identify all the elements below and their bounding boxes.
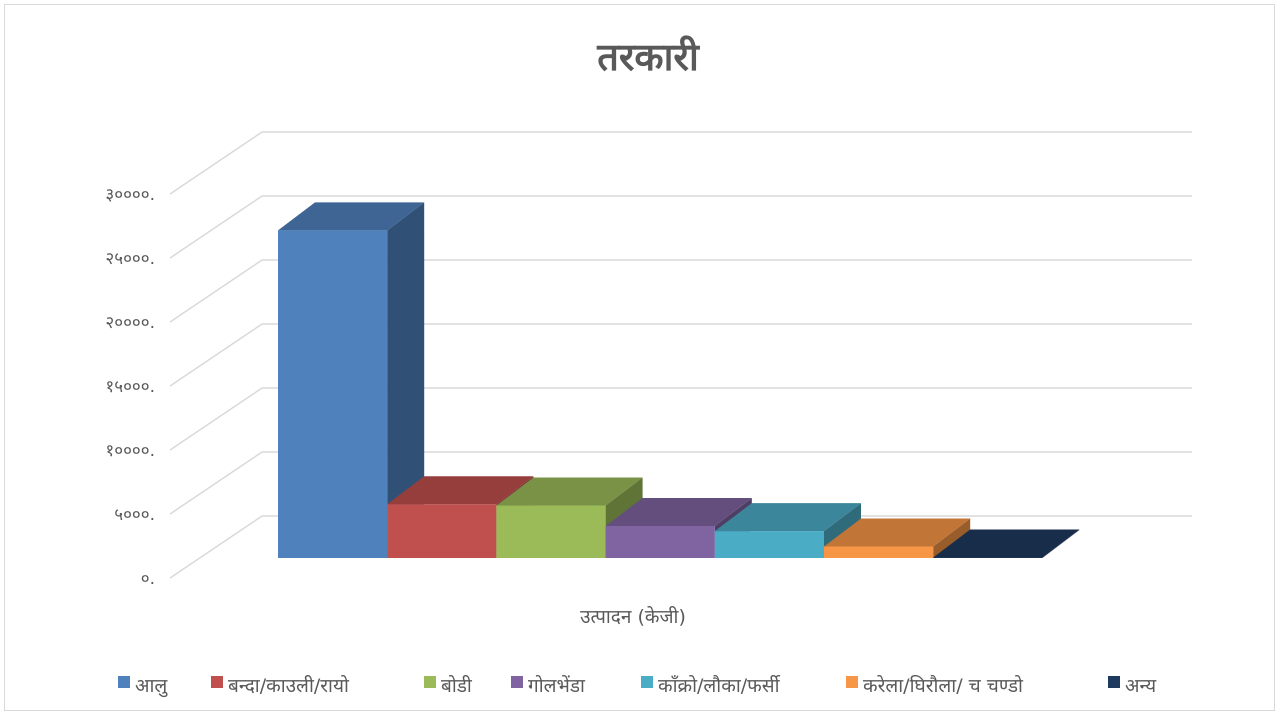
gridline-diagonal [170,196,262,258]
legend-item: बोडी [424,674,473,697]
bar-front [824,546,933,558]
legend-item: आलु [118,675,168,698]
legend-swatch [424,676,436,688]
gridline-diagonal [170,132,262,194]
legend-item: काँक्रो/लौका/फर्सी [641,674,781,697]
y-tick-label: ५०००. [114,505,155,525]
gridline-diagonal [170,324,262,386]
y-tick-label: ०. [141,569,155,589]
legend-label: बोडी [441,674,473,697]
y-tick-label: २५०००. [105,249,155,269]
bar-front [715,531,824,558]
y-tick-label: १००००. [105,441,155,461]
legend-swatch [211,676,223,688]
bar-front [278,230,387,558]
gridline-diagonal [170,260,262,322]
y-tick-label: ३००००. [105,185,155,205]
gridline-diagonal [170,516,262,578]
legend-label: करेला/घिरौला/ च चण्डो [863,674,1024,697]
y-tick-label: १५०००. [105,377,155,397]
legend-swatch [1108,676,1120,688]
legend-label: काँक्रो/लौका/फर्सी [658,674,781,697]
y-axis-ticks: ०. ५०००. १००००. १५०००. २००००. २५०००. ३००००. [105,185,155,589]
legend-label: गोलभेंडा [528,674,586,697]
x-axis-label: उत्पादन (केजी) [580,605,686,628]
bar-front [933,558,1042,559]
legend-item: अन्य [1108,675,1157,697]
legend-item: करेला/घिरौला/ च चण्डो [846,674,1024,697]
chart-title: तरकारी [596,35,700,79]
legend-label: अन्य [1125,675,1157,697]
y-tick-label: २००००. [105,313,155,333]
gridline-diagonal [170,452,262,514]
bar-front [387,504,496,558]
legend-swatch [641,676,653,688]
bar-front [496,506,605,558]
legend-swatch [846,676,858,688]
legend: आलु बन्दा/काउली/रायो बोडी गोलभेंडा काँक्रो/ल… [118,674,1157,698]
legend-item: बन्दा/काउली/रायो [211,674,350,697]
bars [278,202,1079,558]
legend-swatch [118,676,130,688]
legend-item: गोलभेंडा [511,674,586,697]
legend-label: आलु [135,675,168,698]
legend-swatch [511,676,523,688]
legend-label: बन्दा/काउली/रायो [228,674,350,697]
gridline-diagonal [170,388,262,450]
bar-front [606,526,715,558]
